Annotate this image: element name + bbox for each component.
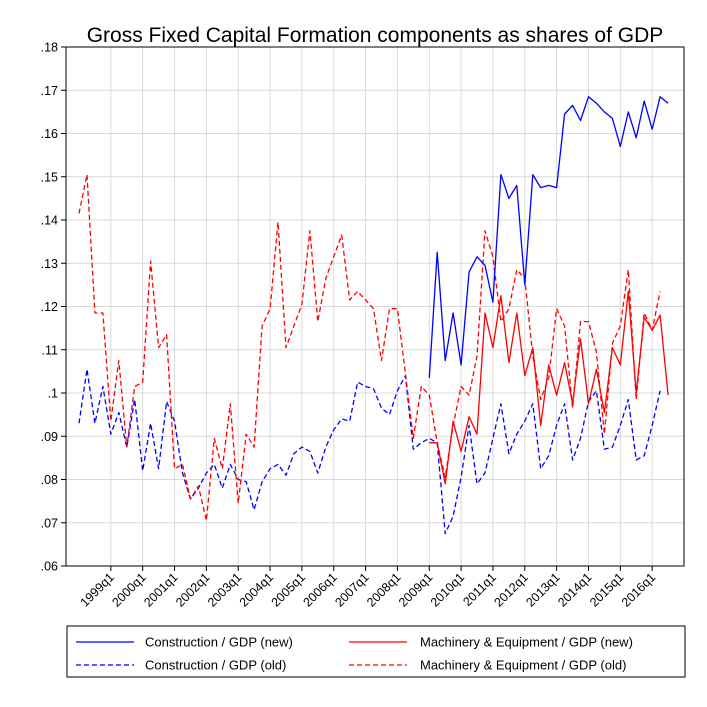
x-tick-label: 2002q1: [173, 570, 212, 609]
x-tick-label: 1999q1: [78, 570, 117, 609]
grid: [66, 46, 684, 567]
y-tick-label: .12: [41, 300, 58, 314]
x-tick-label: 2000q1: [109, 570, 148, 609]
series-line-0: [428, 96, 669, 378]
series-line-2: [429, 290, 669, 485]
y-tick-label: .09: [41, 430, 58, 444]
x-tick-label: 2015q1: [587, 570, 626, 609]
y-tick-label: .15: [41, 170, 58, 184]
x-tick-label: 2003q1: [205, 570, 244, 609]
x-tick-label: 2014q1: [555, 570, 594, 609]
x-tick-label: 2006q1: [300, 570, 339, 609]
x-tick-label: 2004q1: [237, 570, 276, 609]
y-tick-label: .1: [48, 387, 58, 401]
chart-title: Gross Fixed Capital Formation components…: [87, 24, 664, 47]
legend-label: Construction / GDP (new): [145, 635, 293, 650]
series-line-3: [78, 173, 661, 522]
y-tick-label: .08: [41, 473, 58, 487]
series-layer: [78, 96, 669, 535]
y-tick-label: .07: [41, 516, 58, 530]
y-tick-label: .06: [41, 560, 58, 574]
x-tick-label: 2010q1: [428, 570, 467, 609]
x-tick-label: 2005q1: [269, 570, 308, 609]
legend-label: Machinery & Equipment / GDP (new): [420, 635, 633, 650]
x-tick-label: 2016q1: [619, 570, 658, 609]
x-axis: 1999q12000q12001q12002q12003q12004q12005…: [78, 566, 658, 610]
legend-label: Machinery & Equipment / GDP (old): [420, 658, 626, 673]
y-tick-label: .13: [41, 257, 58, 271]
x-tick-label: 2007q1: [332, 570, 371, 609]
x-tick-label: 2001q1: [141, 570, 180, 609]
x-tick-label: 2012q1: [492, 570, 531, 609]
series-line-1: [78, 368, 661, 535]
x-tick-label: 2008q1: [364, 570, 403, 609]
legend-box: [66, 625, 686, 678]
x-tick-label: 2009q1: [396, 570, 435, 609]
x-tick-label: 2011q1: [460, 570, 499, 609]
y-axis: .06 .07 .08 .09 .1 .11 .12 .13 .14 .15 .16 .17 .18: [41, 41, 66, 574]
y-tick-label: .18: [41, 41, 58, 55]
y-tick-label: .11: [42, 343, 58, 357]
y-tick-label: .14: [41, 214, 58, 228]
legend: Construction / GDP (new) Construction / G…: [66, 625, 686, 678]
legend-label: Construction / GDP (old): [145, 658, 286, 673]
y-tick-label: .16: [41, 127, 58, 141]
x-tick-label: 2013q1: [523, 570, 562, 609]
y-tick-label: .17: [41, 84, 58, 98]
